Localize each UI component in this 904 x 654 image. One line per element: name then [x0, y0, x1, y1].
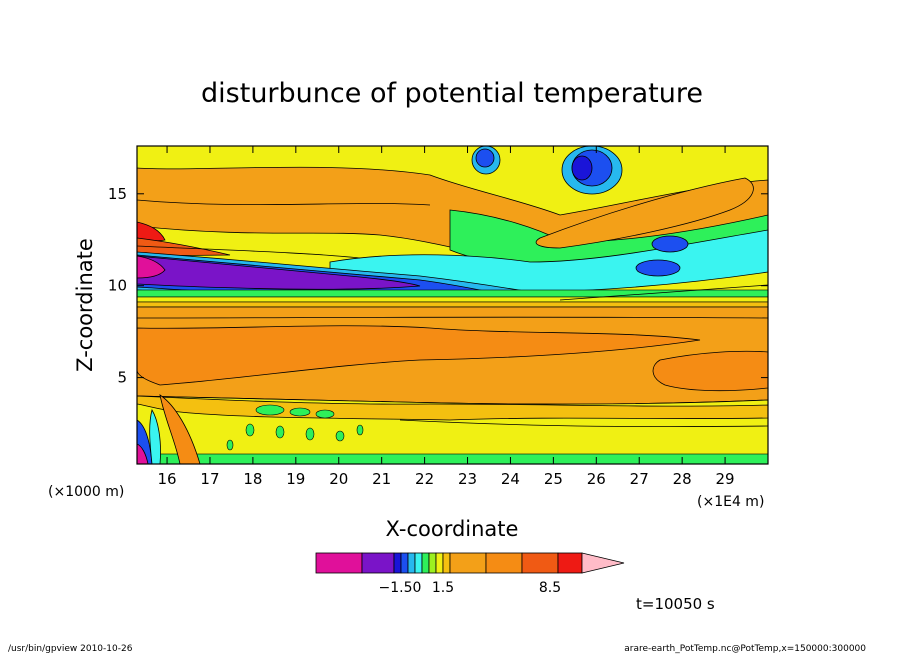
x-unit-left: (×1000 m) — [48, 484, 124, 500]
y-axis-label: Z-coordinate — [73, 238, 97, 372]
x-tick-label: 17 — [200, 470, 219, 488]
colorbar-swatch — [361, 552, 395, 574]
colorbar-label: −1.50 — [379, 580, 422, 596]
footer-left: /usr/bin/gpview 2010-10-26 — [8, 644, 133, 654]
y-tick-label: 5 — [117, 369, 127, 387]
footer-right: arare-earth_PotTemp.nc@PotTemp,x=150000:… — [624, 644, 866, 654]
x-tick-label: 24 — [501, 470, 520, 488]
x-tick-label: 26 — [587, 470, 606, 488]
colorbar-swatch — [485, 552, 523, 574]
colorbar — [315, 552, 625, 574]
time-label: t=10050 s — [636, 595, 715, 613]
colorbar-swatch — [315, 552, 363, 574]
x-tick-label: 21 — [372, 470, 391, 488]
x-tick-label: 27 — [630, 470, 649, 488]
x-tick-label: 29 — [716, 470, 735, 488]
colorbar-swatch — [435, 552, 444, 574]
x-tick-label: 23 — [458, 470, 477, 488]
colorbar-swatch — [428, 552, 437, 574]
colorbar-extension — [581, 552, 625, 574]
y-axis: 5 10 15 — [108, 185, 768, 387]
x-tick-label: 22 — [415, 470, 434, 488]
x-tick-label: 18 — [243, 470, 262, 488]
x-tick-label: 16 — [158, 470, 177, 488]
colorbar-label: 1.5 — [432, 580, 454, 596]
colorbar-swatch — [442, 552, 451, 574]
y-tick-label: 15 — [108, 185, 127, 203]
x-tick-label: 28 — [673, 470, 692, 488]
plot-frame — [136, 145, 769, 465]
colorbar-swatch — [557, 552, 583, 574]
colorbar-swatch — [421, 552, 430, 574]
x-axis: 16 17 18 19 20 21 22 23 24 25 26 27 28 29 — [158, 146, 735, 488]
colorbar-label: 8.5 — [539, 580, 561, 596]
x-tick-label: 20 — [329, 470, 348, 488]
colorbar-swatch — [414, 552, 423, 574]
colorbar-swatch — [407, 552, 416, 574]
x-tick-label: 25 — [544, 470, 563, 488]
x-axis-label: X-coordinate — [386, 517, 519, 541]
colorbar-swatch — [449, 552, 487, 574]
colorbar-swatch — [400, 552, 409, 574]
x-tick-label: 19 — [286, 470, 305, 488]
x-unit-right: (×1E4 m) — [697, 494, 764, 510]
plot-area — [137, 146, 768, 464]
chart-title: disturbunce of potential temperature — [201, 78, 703, 109]
y-tick-label: 10 — [108, 277, 127, 295]
colorbar-swatch — [393, 552, 402, 574]
colorbar-swatch — [521, 552, 559, 574]
